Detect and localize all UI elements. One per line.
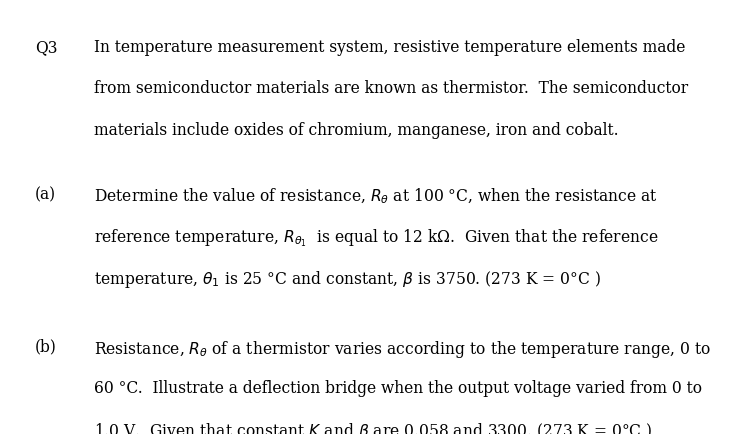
Text: (b): (b): [35, 339, 57, 355]
Text: In temperature measurement system, resistive temperature elements made: In temperature measurement system, resis…: [94, 39, 686, 56]
Text: from semiconductor materials are known as thermistor.  The semiconductor: from semiconductor materials are known a…: [94, 80, 688, 97]
Text: 1.0 V.  Given that constant $K$ and $\beta$ are 0.058 and 3300. (273 K = 0°C ): 1.0 V. Given that constant $K$ and $\bet…: [94, 421, 653, 434]
Text: Q3: Q3: [35, 39, 58, 56]
Text: 60 °C.  Illustrate a deflection bridge when the output voltage varied from 0 to: 60 °C. Illustrate a deflection bridge wh…: [94, 380, 702, 397]
Text: Determine the value of resistance, $R_{\theta}$ at 100 °C, when the resistance a: Determine the value of resistance, $R_{\…: [94, 187, 658, 206]
Text: temperature, $\theta_1$ is 25 °C and constant, $\beta$ is 3750. (273 K = 0°C ): temperature, $\theta_1$ is 25 °C and con…: [94, 269, 601, 290]
Text: (a): (a): [35, 187, 57, 204]
Text: Resistance, $R_{\theta}$ of a thermistor varies according to the temperature ran: Resistance, $R_{\theta}$ of a thermistor…: [94, 339, 711, 359]
Text: materials include oxides of chromium, manganese, iron and cobalt.: materials include oxides of chromium, ma…: [94, 122, 619, 138]
Text: reference temperature, $R_{\theta_1}$  is equal to 12 kΩ.  Given that the refere: reference temperature, $R_{\theta_1}$ is…: [94, 228, 658, 250]
